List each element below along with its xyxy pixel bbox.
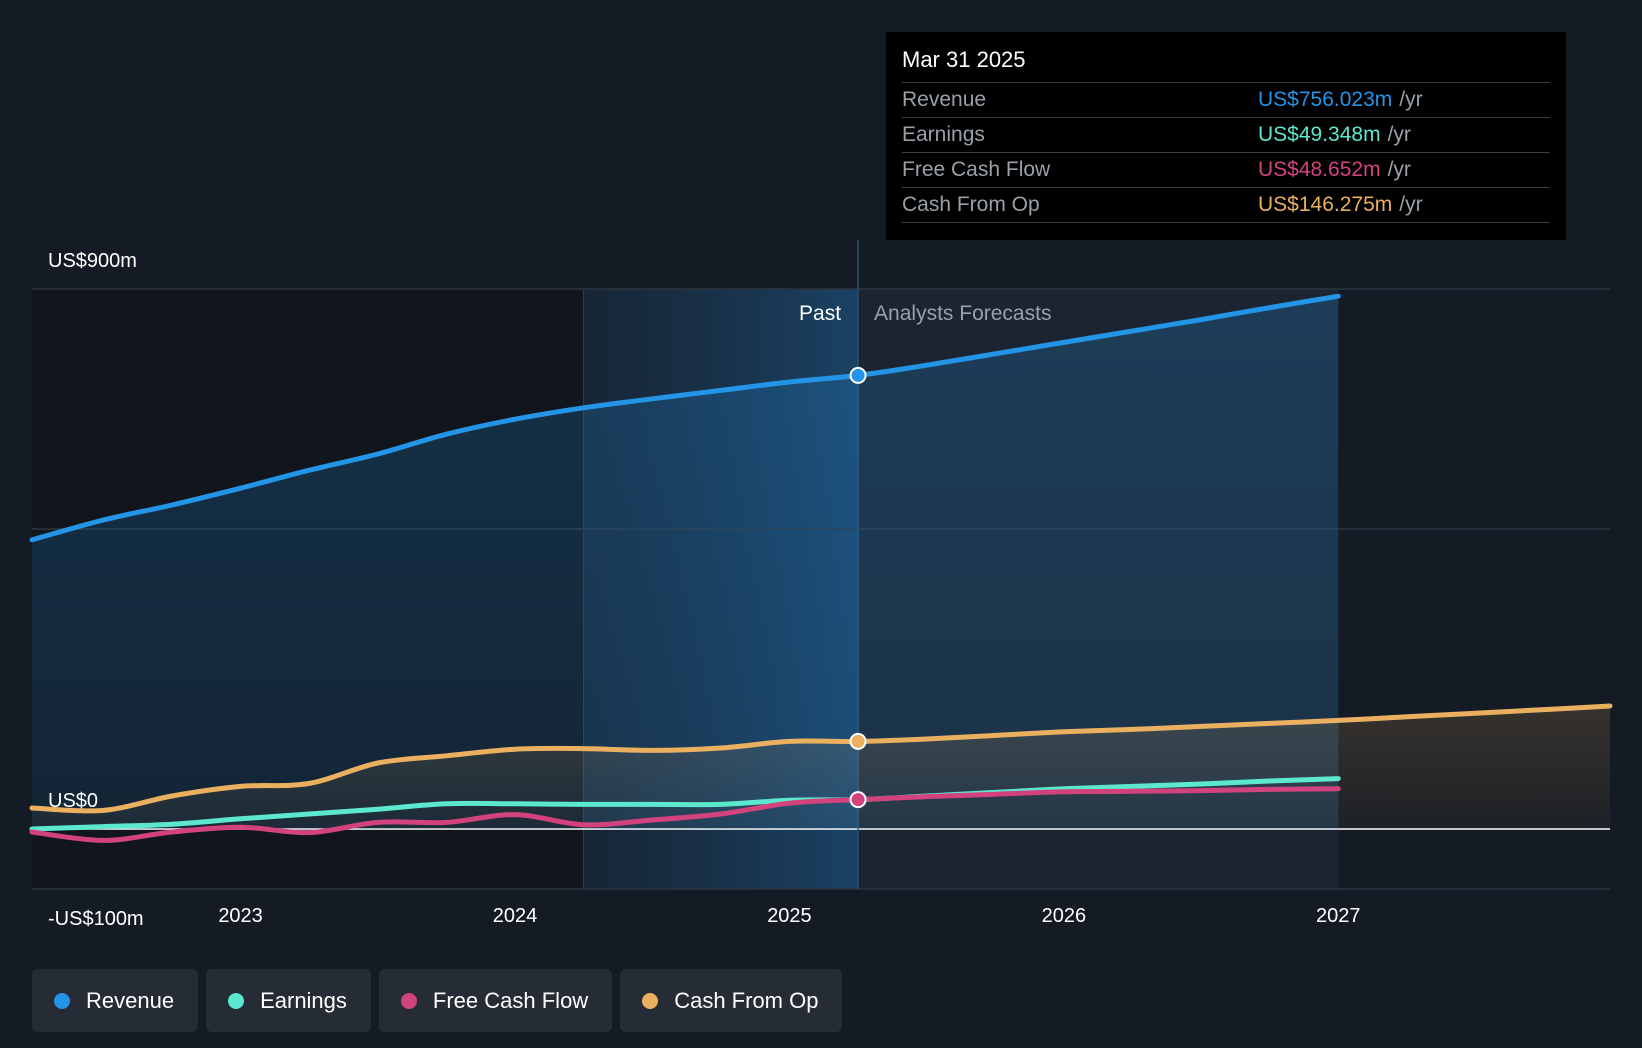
y-tick-label: US$0: [48, 790, 98, 812]
legend-item-revenue[interactable]: Revenue: [32, 969, 199, 1032]
tooltip-row-cash-from-op: Cash From Op US$146.275m /yr: [902, 187, 1550, 223]
legend-label: Free Cash Flow: [432, 987, 589, 1013]
series-line-revenue: [29, 293, 1341, 543]
series-line-cash-from-op: [29, 703, 1613, 814]
highlight-point: [849, 732, 867, 750]
x-tick-label: 2026: [1042, 905, 1087, 927]
tooltip-row-free-cash-flow: Free Cash Flow US$48.652m /yr: [902, 152, 1550, 187]
legend-item-earnings[interactable]: Earnings: [206, 969, 371, 1032]
legend-dot-icon: [228, 992, 245, 1009]
tooltip-date: Mar 31 2025: [902, 47, 1026, 72]
tooltip-row-earnings: Earnings US$49.348m /yr: [902, 117, 1550, 152]
x-tick-label: 2024: [493, 905, 538, 927]
legend-label: Cash From Op: [674, 987, 819, 1013]
y-tick-label: -US$100m: [48, 908, 144, 930]
tooltip-unit: /yr: [1399, 193, 1423, 216]
series-area: [32, 706, 1610, 829]
tooltip-row-revenue: Revenue US$756.023m /yr: [902, 82, 1550, 117]
legend-label: Revenue: [86, 987, 175, 1013]
tooltip: Mar 31 2025 Revenue US$756.023m /yr Earn…: [886, 32, 1566, 240]
legend-item-cash-from-op[interactable]: Cash From Op: [620, 969, 843, 1032]
tooltip-unit: /yr: [1387, 158, 1411, 181]
tooltip-label: Earnings: [902, 123, 985, 146]
highlight-point: [849, 366, 867, 384]
tooltip-label: Cash From Op: [902, 193, 1040, 216]
legend-dot-icon: [54, 992, 70, 1009]
forecast-label: Analysts Forecasts: [874, 302, 1051, 325]
tooltip-value: US$48.652m: [1258, 158, 1381, 181]
series-line-earnings: [29, 776, 1341, 832]
series-line-free-cash-flow: [29, 786, 1341, 843]
tooltip-value: US$49.348m: [1258, 123, 1381, 146]
legend-dot-icon: [400, 992, 417, 1009]
tooltip-value: US$146.275m: [1258, 193, 1393, 216]
tooltip-label: Free Cash Flow: [902, 158, 1051, 181]
legend: Revenue Earnings Free Cash Flow Cash Fro…: [32, 969, 843, 1032]
x-tick-label: 2027: [1316, 905, 1361, 927]
past-label: Past: [799, 302, 841, 325]
x-tick-label: 2025: [767, 905, 812, 927]
x-tick-label: 2023: [218, 905, 263, 927]
y-tick-label: US$900m: [48, 250, 137, 272]
legend-dot-icon: [642, 992, 659, 1009]
tooltip-unit: /yr: [1387, 123, 1411, 146]
tooltip-label: Revenue: [902, 88, 987, 111]
tooltip-unit: /yr: [1399, 88, 1423, 111]
legend-label: Earnings: [260, 987, 347, 1013]
series-area: [32, 296, 1339, 829]
legend-item-free-cash-flow[interactable]: Free Cash Flow: [378, 969, 613, 1032]
highlight-point: [849, 791, 867, 809]
tooltip-value: US$756.023m: [1258, 88, 1393, 111]
